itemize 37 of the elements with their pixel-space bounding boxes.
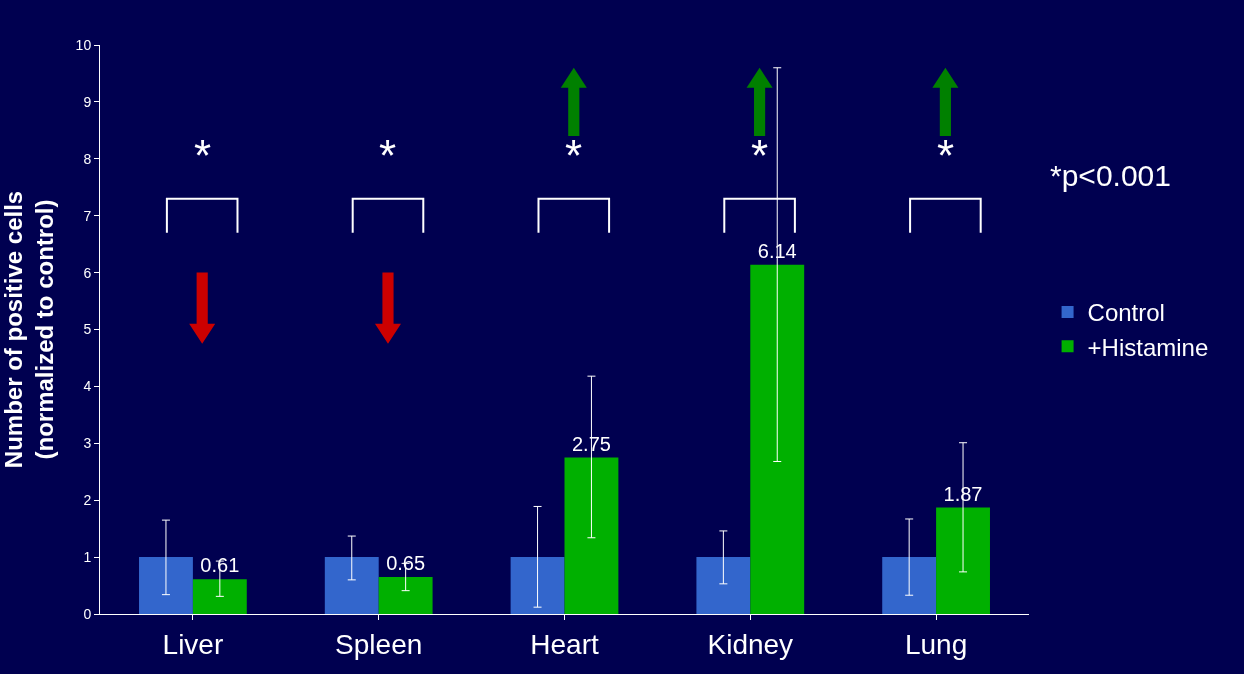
bar	[696, 557, 751, 614]
y-tick-label: 7	[83, 207, 92, 224]
bar	[936, 507, 990, 614]
x-tick-label: Lung	[904, 628, 968, 660]
bar	[324, 557, 379, 614]
bar	[882, 557, 937, 614]
legend-label: +Histamine	[1087, 333, 1209, 361]
x-tick-label: Kidney	[707, 628, 794, 660]
y-tick-label: 3	[83, 435, 92, 452]
annotation: *	[194, 131, 212, 180]
x-tick-label: Heart	[530, 628, 599, 660]
x-tick-label: Spleen	[335, 628, 423, 660]
annotation: *	[937, 131, 955, 180]
y-tick-label: 2	[83, 492, 92, 509]
bar	[510, 557, 565, 614]
data-label: 0.65	[386, 552, 426, 575]
annotation: *	[565, 131, 583, 180]
annotation: *	[379, 131, 397, 180]
x-tick-label: Liver	[162, 628, 224, 660]
text: *p<0.001	[1050, 159, 1171, 192]
bar	[564, 457, 619, 614]
y-tick-label: 4	[83, 378, 92, 395]
y-tick-label: 6	[83, 264, 92, 281]
y-tick-label: 5	[83, 321, 92, 338]
y-axis-title: Number of positive cells (normalized to control)	[0, 190, 59, 469]
bar	[192, 579, 247, 614]
legend-label: Control	[1087, 299, 1165, 327]
y-tick-label: 0	[83, 605, 92, 622]
y-tick-label: 10	[75, 36, 92, 53]
annotation: *	[751, 131, 769, 180]
y-tick-label: 1	[83, 549, 92, 565]
bar	[139, 557, 193, 614]
y-tick-label: 9	[83, 93, 92, 110]
bar	[378, 577, 433, 614]
y-tick-label: 8	[83, 150, 92, 167]
bar	[750, 264, 805, 614]
data-label: 1.87	[943, 482, 983, 505]
